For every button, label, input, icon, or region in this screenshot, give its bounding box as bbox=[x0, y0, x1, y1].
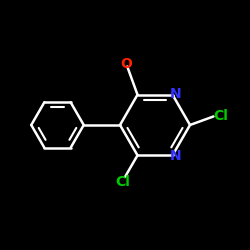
Text: Cl: Cl bbox=[115, 176, 130, 190]
Text: O: O bbox=[120, 58, 132, 71]
Text: Cl: Cl bbox=[214, 110, 228, 124]
Text: N: N bbox=[170, 87, 182, 101]
Text: N: N bbox=[170, 149, 182, 163]
